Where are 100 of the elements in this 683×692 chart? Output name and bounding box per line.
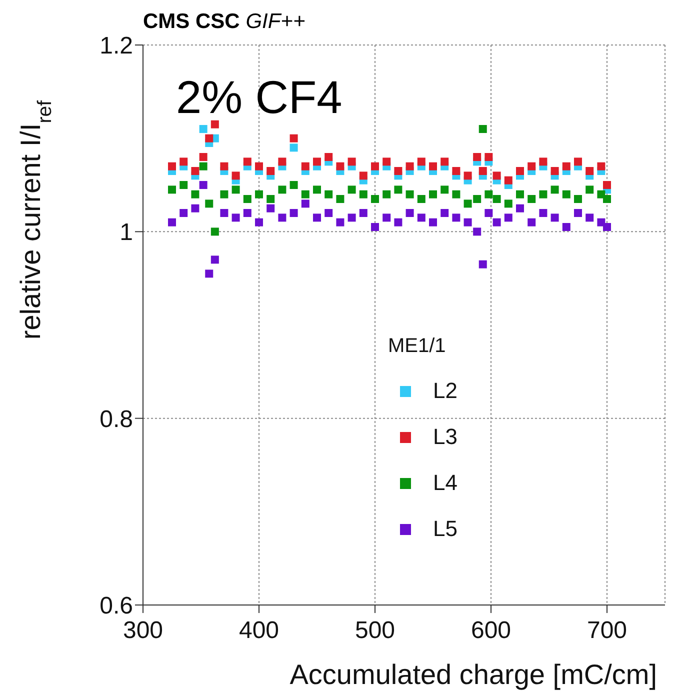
point [180, 158, 188, 166]
point [359, 190, 368, 198]
point [191, 167, 200, 175]
point [484, 190, 493, 198]
point [290, 209, 298, 217]
x-tick-label: 600 [470, 617, 512, 644]
point [301, 190, 310, 198]
point [440, 158, 449, 166]
point [406, 190, 414, 198]
point [539, 190, 548, 198]
point [348, 186, 356, 194]
point [324, 153, 333, 161]
point [484, 153, 493, 161]
x-tick-label: 300 [122, 617, 164, 644]
point [574, 158, 582, 166]
y-tick-label: 0.6 [100, 592, 133, 620]
point [313, 214, 321, 222]
point [406, 209, 414, 217]
point [562, 223, 570, 231]
point [516, 204, 524, 212]
point [539, 158, 548, 166]
point [348, 214, 356, 222]
point [232, 214, 240, 222]
point [504, 214, 512, 222]
point [210, 120, 219, 128]
point [464, 200, 472, 208]
point [478, 260, 487, 268]
point [394, 218, 402, 226]
point [586, 214, 594, 222]
point [504, 200, 512, 208]
point [168, 162, 176, 170]
point [473, 228, 482, 236]
point [336, 195, 344, 203]
point [199, 162, 208, 170]
legend-label: L4 [433, 470, 458, 496]
chart-title: CMS CSC [143, 10, 240, 33]
point [429, 218, 437, 226]
point [278, 214, 286, 222]
point [603, 195, 611, 203]
point [586, 167, 594, 175]
point [336, 218, 344, 226]
point [168, 218, 176, 226]
point [359, 172, 368, 180]
point [382, 158, 391, 166]
point [301, 200, 310, 208]
point [232, 172, 240, 180]
x-tick-label: 700 [586, 617, 628, 644]
point [278, 158, 286, 166]
point [528, 195, 536, 203]
y-tick-label: 0.8 [100, 406, 133, 433]
point [220, 209, 228, 217]
point [290, 181, 298, 189]
point [255, 190, 263, 198]
point [180, 209, 188, 217]
point [603, 223, 611, 231]
point [266, 167, 275, 175]
point [492, 195, 501, 203]
point [394, 186, 402, 194]
point [199, 181, 208, 189]
point [371, 195, 379, 203]
point [550, 186, 559, 194]
y-tick-label: 1.2 [100, 32, 133, 60]
point [205, 134, 214, 142]
point [191, 204, 200, 212]
point [324, 190, 333, 198]
point [382, 190, 391, 198]
point [359, 209, 368, 217]
point [168, 186, 176, 194]
point [210, 256, 219, 264]
point [603, 181, 611, 189]
point [429, 190, 437, 198]
point [574, 209, 582, 217]
point [478, 167, 487, 175]
legend-title: ME1/1 [388, 335, 447, 358]
point [492, 172, 501, 180]
point [382, 214, 391, 222]
point [429, 162, 437, 170]
point [301, 162, 310, 170]
point [440, 209, 449, 217]
point [205, 200, 214, 208]
point [266, 195, 275, 203]
point [205, 270, 214, 278]
y-tick-label: 1 [120, 219, 133, 246]
point [562, 162, 570, 170]
point [504, 176, 512, 184]
point [492, 218, 501, 226]
point [440, 186, 449, 194]
point [255, 162, 263, 170]
x-tick-label: 500 [354, 617, 396, 644]
point [417, 158, 426, 166]
point [464, 172, 472, 180]
point [210, 228, 219, 236]
legend-label: L3 [433, 424, 458, 450]
point [324, 209, 333, 217]
point [220, 162, 228, 170]
point [348, 158, 356, 166]
annotation: 2% CF4 [176, 71, 342, 123]
point [336, 162, 344, 170]
point [180, 181, 188, 189]
point [406, 162, 414, 170]
